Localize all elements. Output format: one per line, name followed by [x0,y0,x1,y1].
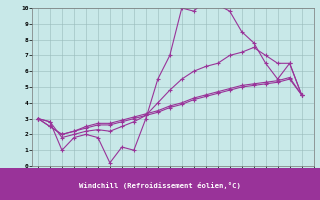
Text: Windchill (Refroidissement éolien,°C): Windchill (Refroidissement éolien,°C) [79,182,241,189]
